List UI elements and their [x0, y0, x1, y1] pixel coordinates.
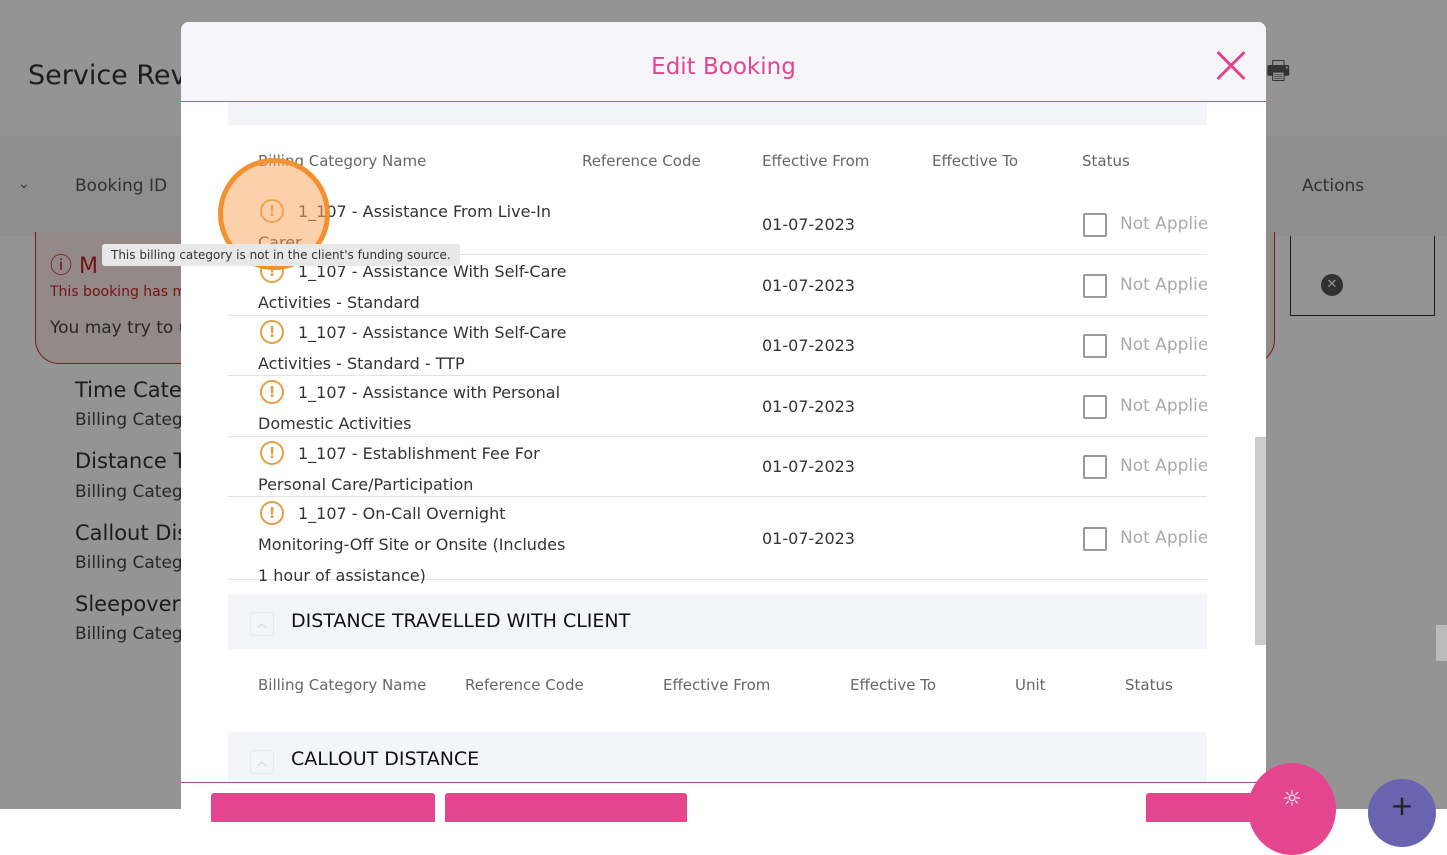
category-sub: Billing Categ	[75, 553, 183, 573]
billing-category-name: 1_107 - Establishment Fee For Personal C…	[258, 444, 540, 494]
billing-category-name: 1_107 - Assistance With Self-Care Activi…	[258, 323, 567, 373]
warning-icon[interactable]: !	[260, 501, 284, 525]
effective-from: 01-07-2023	[762, 336, 855, 355]
th-status: Status	[1125, 676, 1173, 694]
category-sub: Billing Categ	[75, 410, 183, 430]
table-row: ! 1_107 - On-Call Overnight Monitoring-O…	[228, 497, 1207, 585]
effective-from: 01-07-2023	[762, 275, 855, 295]
status-checkbox[interactable]	[1083, 213, 1107, 237]
edit-booking-modal: Edit Booking Billing Category Name Refer…	[181, 22, 1266, 822]
status-checkbox[interactable]	[1083, 455, 1107, 479]
modal-title: Edit Booking	[651, 54, 796, 80]
footer-button-1[interactable]	[211, 793, 435, 822]
header-actions: Actions	[1302, 176, 1365, 196]
chevron-up-icon[interactable]: ︿	[250, 612, 274, 636]
category-title: Time Cate	[75, 378, 182, 402]
chevron-up-icon[interactable]: ︿	[250, 750, 274, 774]
status-checkbox[interactable]	[1083, 334, 1107, 358]
close-icon[interactable]	[1215, 50, 1247, 82]
category-sub: Billing Categ	[75, 482, 183, 502]
modal-body: Billing Category Name Reference Code Eff…	[181, 102, 1266, 787]
billing-category-name: 1_107 - Assistance With Self-Care Activi…	[258, 262, 567, 312]
th-to: Effective To	[932, 152, 1019, 170]
modal-header: Edit Booking	[181, 22, 1266, 102]
tooltip: This billing category is not in the clie…	[102, 244, 460, 266]
warning-icon[interactable]: !	[260, 320, 284, 344]
cancel-icon[interactable]: ✕	[1321, 274, 1343, 296]
expand-chevron-icon[interactable]: ⌄	[18, 176, 30, 192]
th-to: Effective To	[850, 676, 937, 694]
section-distance[interactable]: ︿ DISTANCE TRAVELLED WITH CLIENT	[228, 594, 1207, 649]
print-icon[interactable]: 🖶	[1266, 56, 1291, 86]
section-label: DISTANCE TRAVELLED WITH CLIENT	[291, 610, 631, 632]
warning-icon[interactable]: !	[260, 380, 284, 404]
page-title: Service Rev	[28, 60, 187, 91]
table-row: ! 1_107 - Assistance with Personal Domes…	[228, 376, 1207, 437]
billing-category-name: 1_107 - On-Call Overnight Monitoring-Off…	[258, 504, 566, 585]
th-ref: Reference Code	[465, 676, 584, 694]
alert-subtitle: This booking has m	[50, 284, 187, 300]
page-scrollbar[interactable]	[1436, 625, 1447, 661]
modal-footer	[181, 782, 1266, 822]
status-label: Not Applied	[1120, 335, 1207, 355]
status-checkbox[interactable]	[1083, 526, 1107, 551]
alert-body: You may try to u	[50, 318, 190, 338]
category-title: Callout Dis	[75, 521, 189, 545]
header-booking-id[interactable]: Booking ID	[75, 176, 168, 196]
effective-from: 01-07-2023	[762, 457, 855, 476]
actions-cell: ✕	[1290, 236, 1435, 316]
modal-scrollbar[interactable]	[1255, 437, 1266, 645]
status-label: Not Applied	[1120, 214, 1207, 234]
billing-category-name: 1_107 - Assistance with Personal Domesti…	[258, 383, 561, 433]
status-label: Not Applied	[1120, 456, 1207, 476]
lightbulb-fab-icon[interactable]: ☼	[1248, 763, 1336, 855]
th-status: Status	[1082, 152, 1130, 170]
table-row: ! 1_107 - Assistance With Self-Care Acti…	[228, 316, 1207, 376]
section-bar-time[interactable]	[228, 102, 1207, 125]
effective-from: 01-07-2023	[762, 215, 855, 234]
category-sub: Billing Categ	[75, 624, 183, 644]
status-checkbox[interactable]	[1083, 273, 1107, 298]
footer-button-2[interactable]	[445, 793, 687, 822]
warning-icon[interactable]: !	[260, 441, 284, 465]
section-callout[interactable]: ︿ CALLOUT DISTANCE	[228, 732, 1207, 787]
th-ref: Reference Code	[582, 152, 701, 170]
alert-title: ⓘ M	[50, 254, 98, 279]
table-row: ! 1_107 - Assistance With Self-Care Acti…	[228, 255, 1207, 316]
section-label: CALLOUT DISTANCE	[291, 748, 480, 770]
effective-from: 01-07-2023	[762, 396, 855, 416]
th-from: Effective From	[762, 152, 870, 170]
category-title: Sleepover	[75, 592, 181, 616]
status-checkbox[interactable]	[1083, 394, 1107, 419]
status-label: Not Applied	[1120, 395, 1207, 416]
effective-from: 01-07-2023	[762, 528, 855, 548]
category-title: Distance T	[75, 449, 187, 473]
add-fab-icon[interactable]: +	[1368, 779, 1436, 847]
th-from: Effective From	[663, 676, 771, 694]
status-label: Not Applied	[1120, 274, 1207, 295]
table-row: ! 1_107 - Establishment Fee For Personal…	[228, 437, 1207, 497]
th-unit: Unit	[1015, 676, 1046, 694]
th-name: Billing Category Name	[258, 676, 427, 694]
status-label: Not Applied	[1120, 527, 1207, 548]
